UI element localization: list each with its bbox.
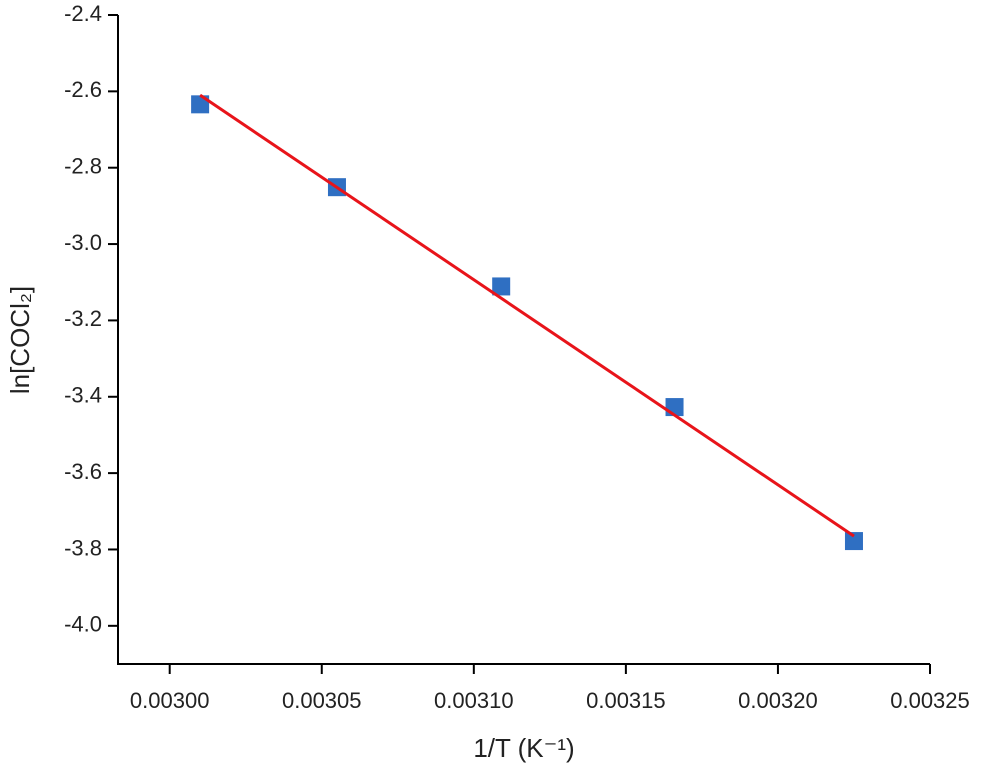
- x-axis-title: 1/T (K⁻¹): [473, 733, 574, 763]
- x-tick-label: 0.00305: [282, 688, 362, 713]
- y-tick-label: -2.6: [64, 77, 102, 102]
- y-axis-title: ln[COCl₂]: [5, 286, 35, 394]
- y-tick-label: -2.8: [64, 154, 102, 179]
- y-tick-label: -4.0: [64, 612, 102, 637]
- x-tick-label: 0.00320: [738, 688, 818, 713]
- y-tick-label: -3.2: [64, 306, 102, 331]
- data-point: [844, 532, 863, 551]
- y-tick-label: -3.6: [64, 459, 102, 484]
- fit-line: [199, 93, 855, 538]
- x-tick-label: 0.00300: [130, 688, 210, 713]
- y-tick-label: -3.4: [64, 383, 102, 408]
- x-tick-label: 0.00310: [434, 688, 514, 713]
- x-tick-label: 0.00315: [586, 688, 666, 713]
- y-tick-label: -3.0: [64, 230, 102, 255]
- y-tick-label: -3.8: [64, 535, 102, 560]
- data-point: [492, 277, 511, 296]
- x-tick-label: 0.00325: [890, 688, 970, 713]
- y-tick-label: -2.4: [64, 1, 102, 26]
